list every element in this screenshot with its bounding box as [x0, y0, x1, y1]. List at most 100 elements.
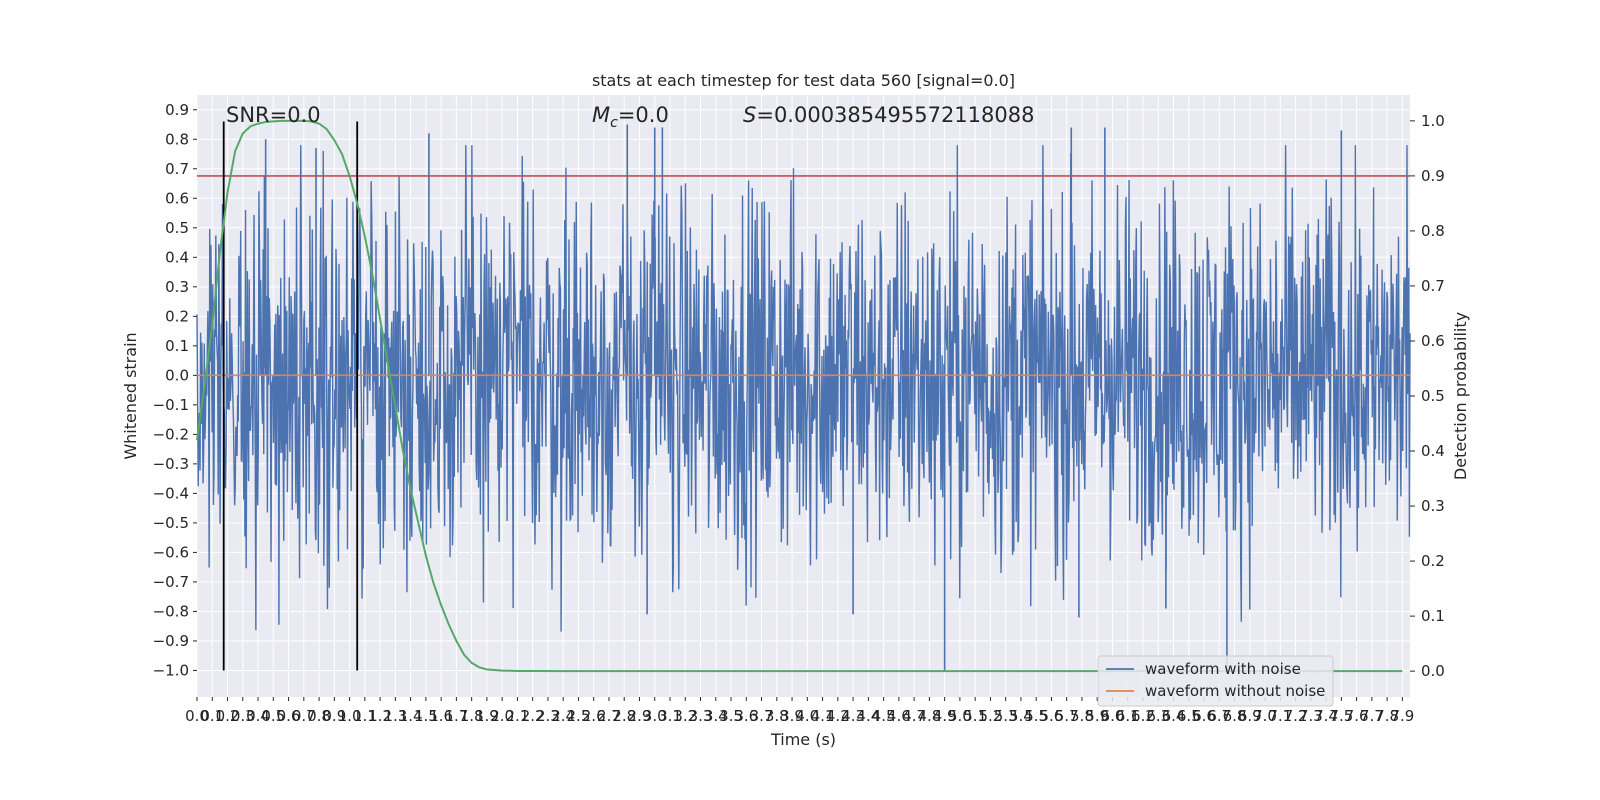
x-tick-label: 1.4 — [399, 707, 423, 725]
x-tick-label: 5.9 — [1085, 707, 1109, 725]
snr-annotation: SNR=0.0 — [226, 103, 321, 127]
noise-waveform-line — [196, 145, 1411, 632]
x-tick-label: 2.5 — [567, 707, 591, 725]
y-tick-label: 0.6 — [165, 189, 189, 207]
x-tick-label: 2.1 — [505, 707, 529, 725]
y-tick-label: −0.5 — [153, 514, 189, 532]
chirp-mass-symbol: M — [592, 103, 610, 127]
x-tick-label: 6.1 — [1116, 707, 1140, 725]
legend-label-clean: waveform without noise — [1145, 682, 1325, 700]
x-tick-label: 5.0 — [948, 707, 972, 725]
x-tick-label: 0.3 — [231, 707, 255, 725]
x-tick-label: 0.0 — [185, 707, 209, 725]
x-tick-label: 3.7 — [750, 707, 774, 725]
x-tick-label: 7.6 — [1345, 707, 1369, 725]
legend: waveform with noise waveform without noi… — [1097, 655, 1334, 707]
x-tick-label: 3.3 — [689, 707, 713, 725]
x-tick-label: 2.9 — [628, 707, 652, 725]
x-tick-label: 7.0 — [1253, 707, 1277, 725]
noise-waveform-layer — [196, 124, 1411, 671]
x-tick-label: 0.1 — [200, 707, 224, 725]
x-tick-label: 3.8 — [765, 707, 789, 725]
statistic-annotation: S=0.000385495572118088 — [743, 103, 1034, 127]
y2-tick-label: 1.0 — [1421, 112, 1445, 130]
y-tick-label: −0.1 — [153, 396, 189, 414]
x-tick-label: 1.6 — [429, 707, 453, 725]
statistic-value: =0.000385495572118088 — [756, 103, 1034, 127]
x-tick-label: 3.4 — [704, 707, 728, 725]
x-tick-label: 6.2 — [1131, 707, 1155, 725]
x-tick-label: 2.2 — [521, 707, 545, 725]
x-tick-label: 6.8 — [1223, 707, 1247, 725]
chirp-mass-value: =0.0 — [618, 103, 669, 127]
x-tick-label: 6.3 — [1146, 707, 1170, 725]
x-tick-label: 3.6 — [734, 707, 758, 725]
x-tick-label: 7.2 — [1284, 707, 1308, 725]
x-axis-label: Time (s) — [770, 730, 836, 749]
y2-tick-label: 0.3 — [1421, 497, 1445, 515]
y-tick-label: −0.6 — [153, 543, 189, 561]
y-tick-label: 0.3 — [165, 278, 189, 296]
y-tick-label: −0.3 — [153, 455, 189, 473]
x-tick-label: 5.7 — [1055, 707, 1079, 725]
x-tick-label: 0.5 — [261, 707, 285, 725]
y-tick-label: 0.5 — [165, 219, 189, 237]
chirp-mass-subscript: c — [610, 115, 618, 131]
x-tick-label: 1.2 — [368, 707, 392, 725]
x-tick-label: 6.6 — [1192, 707, 1216, 725]
x-tick-label: 6.9 — [1238, 707, 1262, 725]
x-tick-label: 3.0 — [643, 707, 667, 725]
x-tick-label: 1.5 — [414, 707, 438, 725]
y-tick-label: 0.1 — [165, 337, 189, 355]
y-axis-label: Whitened strain — [121, 332, 140, 459]
x-tick-label: 4.7 — [902, 707, 926, 725]
x-tick-label: 7.4 — [1314, 707, 1338, 725]
x-tick-label: 7.1 — [1268, 707, 1292, 725]
legend-box — [1097, 655, 1334, 707]
x-tick-label: 4.5 — [872, 707, 896, 725]
y-tick-label: −0.7 — [153, 573, 189, 591]
x-tick-label: 5.4 — [1009, 707, 1033, 725]
x-tick-label: 1.7 — [444, 707, 468, 725]
x-tick-label: 5.5 — [1024, 707, 1048, 725]
x-tick-label: 5.6 — [1040, 707, 1064, 725]
x-tick-label: 5.1 — [963, 707, 987, 725]
x-tick-label: 3.9 — [780, 707, 804, 725]
x-tick-label: 5.3 — [994, 707, 1018, 725]
x-tick-label: 3.2 — [673, 707, 697, 725]
y-tick-label: −0.8 — [153, 602, 189, 620]
x-tick-label: 1.1 — [353, 707, 377, 725]
x-tick-label: 2.4 — [551, 707, 575, 725]
x-tick-label: 1.8 — [460, 707, 484, 725]
x-tick-label: 4.9 — [933, 707, 957, 725]
x-tick-label: 7.8 — [1375, 707, 1399, 725]
x-tick-label: 1.9 — [475, 707, 499, 725]
x-tick-label: 0.4 — [246, 707, 270, 725]
y-tick-label: −0.2 — [153, 425, 189, 443]
x-tick-label: 2.7 — [597, 707, 621, 725]
x-tick-label: 3.5 — [719, 707, 743, 725]
x-tick-label: 2.8 — [612, 707, 636, 725]
x-tick-label: 0.9 — [322, 707, 346, 725]
x-tick-label: 6.4 — [1162, 707, 1186, 725]
y2-tick-label: 0.8 — [1421, 222, 1445, 240]
y2-tick-label: 0.4 — [1421, 442, 1445, 460]
y2-tick-label: 0.9 — [1421, 167, 1445, 185]
y-tick-label: −1.0 — [153, 661, 189, 679]
x-tick-label: 4.6 — [887, 707, 911, 725]
x-tick-label: 6.7 — [1207, 707, 1231, 725]
y2-tick-label: 0.7 — [1421, 277, 1445, 295]
y2-tick-label: 0.1 — [1421, 607, 1445, 625]
legend-label-noise: waveform with noise — [1145, 660, 1301, 678]
x-tick-label: 7.3 — [1299, 707, 1323, 725]
x-tick-label: 2.3 — [536, 707, 560, 725]
chart-title: stats at each timestep for test data 560… — [592, 71, 1015, 90]
x-tick-label: 7.9 — [1390, 707, 1414, 725]
x-tick-label: 4.3 — [841, 707, 865, 725]
y2-tick-label: 0.6 — [1421, 332, 1445, 350]
x-tick-label: 4.4 — [856, 707, 880, 725]
x-tick-label: 4.0 — [795, 707, 819, 725]
y-tick-label: 0.9 — [165, 101, 189, 119]
ticks-layer: 0.00.10.20.30.40.50.60.70.80.91.01.11.21… — [153, 101, 1445, 725]
